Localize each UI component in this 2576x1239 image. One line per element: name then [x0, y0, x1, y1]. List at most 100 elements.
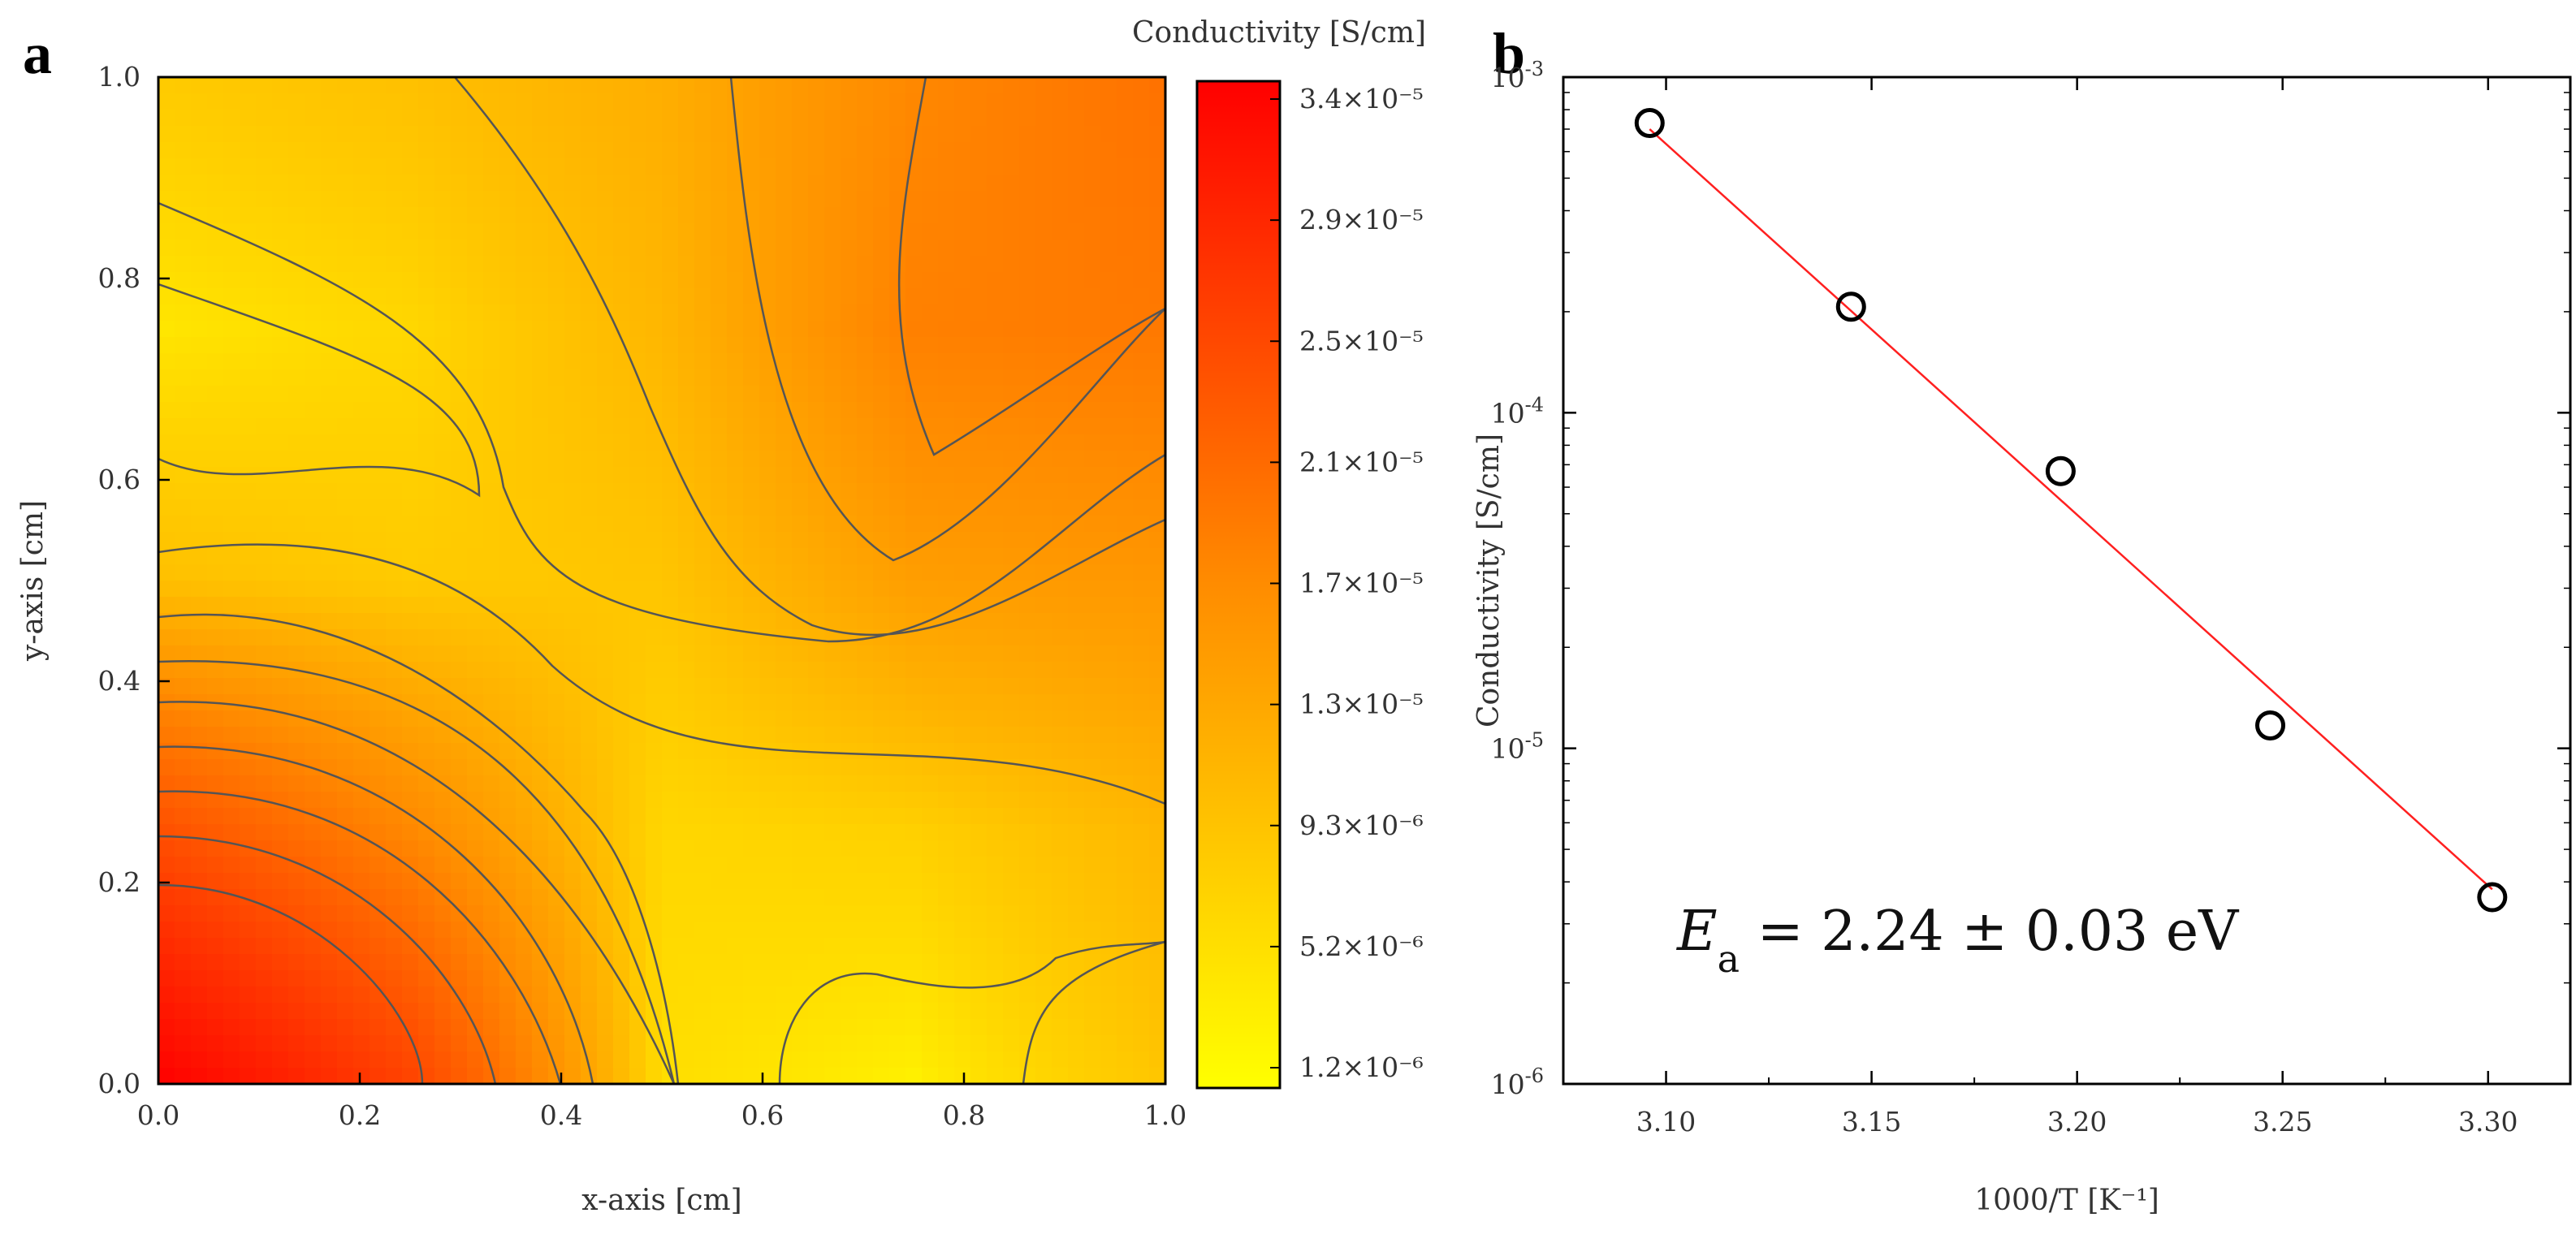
heatmap-cell [711, 418, 728, 435]
heatmap-cell [694, 629, 711, 646]
heatmap-cell [370, 337, 387, 354]
heatmap-cell [792, 678, 809, 695]
heatmap-cell [272, 743, 289, 760]
heatmap-cell [1133, 418, 1150, 435]
heatmap-cell [402, 418, 419, 435]
heatmap-cell [889, 922, 906, 939]
heatmap-cell [532, 743, 549, 760]
heatmap-cell [434, 93, 452, 110]
heatmap-cell [337, 1051, 354, 1068]
heatmap-cell [451, 922, 468, 939]
y-tick-label-a: 0.6 [98, 464, 140, 495]
heatmap-cell [711, 694, 728, 711]
heatmap-cell [564, 451, 581, 468]
heatmap-cell [1019, 678, 1036, 695]
heatmap-cell [1117, 548, 1134, 565]
heatmap-cell [824, 353, 841, 370]
heatmap-cell [191, 727, 208, 744]
heatmap-cell [386, 93, 403, 110]
heatmap-cell [597, 369, 614, 386]
heatmap-cell [922, 710, 939, 727]
heatmap-cell [629, 792, 646, 809]
heatmap-cell [1068, 857, 1085, 874]
heatmap-cell [662, 986, 679, 1004]
heatmap-cell [727, 922, 744, 939]
heatmap-cell [353, 93, 370, 110]
heatmap-cell [1035, 110, 1052, 127]
heatmap-cell [434, 175, 452, 192]
heatmap-cell [970, 1068, 988, 1084]
heatmap-cell [305, 532, 322, 549]
heatmap-cell [402, 207, 419, 224]
heatmap-cell [402, 142, 419, 159]
heatmap-cell [970, 240, 988, 257]
heatmap-cell [662, 775, 679, 792]
heatmap-cell [987, 678, 1004, 695]
heatmap-cell [1068, 564, 1085, 581]
heatmap-cell [857, 256, 874, 273]
heatmap-cell [889, 775, 906, 792]
heatmap-cell [272, 516, 289, 533]
heatmap-cell [370, 483, 387, 500]
heatmap-cell [1052, 792, 1069, 809]
heatmap-cell [954, 775, 971, 792]
heatmap-cell [402, 1003, 419, 1020]
heatmap-cell [207, 710, 224, 727]
heatmap-cell [857, 516, 874, 533]
heatmap-cell [272, 775, 289, 792]
heatmap-cell [711, 857, 728, 874]
heatmap-cell [256, 938, 273, 955]
heatmap-cell [288, 727, 305, 744]
heatmap-cell [808, 304, 825, 322]
heatmap-cell [613, 451, 630, 468]
heatmap-cell [1019, 467, 1036, 484]
heatmap-cell [467, 662, 484, 679]
heatmap-cell [305, 597, 322, 614]
heatmap-cell [337, 386, 354, 403]
heatmap-cell [678, 142, 695, 159]
heatmap-cell [1133, 288, 1150, 305]
heatmap-cell [370, 727, 387, 744]
heatmap-cell [223, 629, 240, 646]
heatmap-cell [240, 158, 257, 175]
heatmap-cell [954, 1051, 971, 1068]
heatmap-cell [337, 467, 354, 484]
heatmap-cell [499, 792, 516, 809]
heatmap-cell [970, 613, 988, 630]
heatmap-cell [970, 1035, 988, 1052]
heatmap-cell [970, 678, 988, 695]
heatmap-cell [499, 662, 516, 679]
heatmap-cell [1149, 207, 1165, 224]
heatmap-cell [1084, 467, 1101, 484]
heatmap-cell [175, 175, 192, 192]
heatmap-cell [613, 759, 630, 776]
heatmap-cell [451, 516, 468, 533]
heatmap-cell [743, 158, 760, 175]
heatmap-cell [711, 840, 728, 857]
heatmap-cell [353, 857, 370, 874]
heatmap-cell [402, 743, 419, 760]
heatmap-cell [857, 142, 874, 159]
heatmap-cell [386, 775, 403, 792]
heatmap-cell [905, 775, 923, 792]
heatmap-cell [353, 158, 370, 175]
heatmap-cell [451, 240, 468, 257]
heatmap-cell [207, 467, 224, 484]
heatmap-cell [175, 1051, 192, 1068]
heatmap-cell [678, 662, 695, 679]
data-point [2477, 882, 2508, 913]
heatmap-cell [776, 223, 793, 240]
heatmap-cell [305, 1019, 322, 1036]
heatmap-cell [564, 337, 581, 354]
heatmap-cell [158, 418, 175, 435]
heatmap-cell [451, 1051, 468, 1068]
heatmap-cell [1035, 272, 1052, 289]
contour-line [158, 201, 1165, 643]
heatmap-cell [889, 93, 906, 110]
heatmap-cell [288, 142, 305, 159]
heatmap-cell [727, 369, 744, 386]
heatmap-cell [240, 1019, 257, 1036]
heatmap-cell [808, 256, 825, 273]
heatmap-cell [175, 662, 192, 679]
heatmap-cell [1117, 662, 1134, 679]
